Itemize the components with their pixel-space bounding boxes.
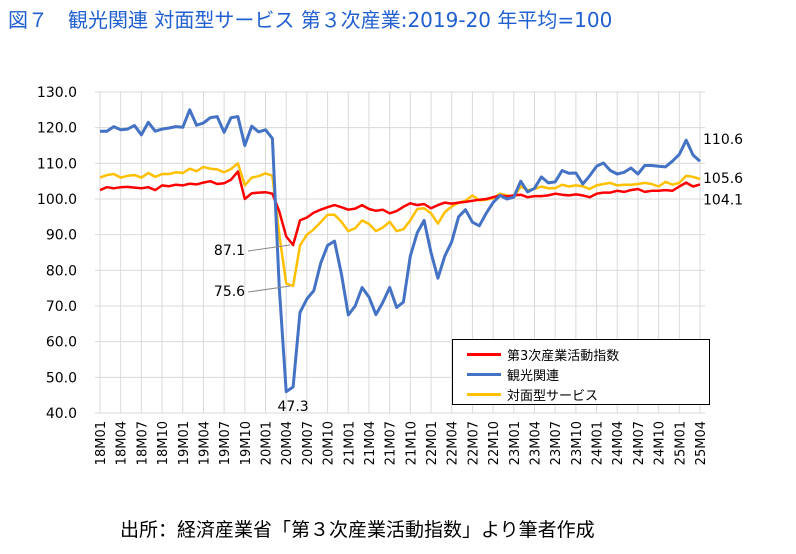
- annotation-callouts: 110.6 105.6 104.1 87.1 75.6 47.3: [214, 132, 743, 415]
- y-tick-label: 80.0: [46, 263, 77, 279]
- y-tick-label: 70.0: [46, 299, 77, 315]
- x-tick-label: 24M04: [611, 421, 626, 465]
- data-label: 110.6: [703, 132, 743, 148]
- x-tick-label: 19M01: [177, 421, 192, 465]
- x-tick-label: 19M04: [197, 421, 212, 465]
- x-tick-label: 23M07: [549, 421, 564, 465]
- y-tick-label: 110.0: [37, 156, 77, 172]
- leader-line: [248, 244, 291, 252]
- x-tick-label: 21M07: [384, 421, 399, 465]
- x-tick-label: 20M10: [322, 421, 337, 465]
- x-tick-label: 24M10: [653, 421, 668, 465]
- x-tick-label: 18M04: [115, 421, 130, 465]
- x-tick-label: 18M01: [94, 421, 109, 465]
- x-tick-label: 25M04: [694, 421, 709, 465]
- series-line-2: [99, 162, 701, 288]
- y-tick-label: 50.0: [46, 370, 77, 386]
- y-tick-label: 100.0: [37, 192, 77, 208]
- x-tick-label: 23M01: [508, 421, 523, 465]
- x-tick-label: 23M10: [570, 421, 585, 465]
- legend-swatch-tourism: [467, 373, 501, 376]
- x-tick-label: 21M01: [342, 421, 357, 465]
- y-axis-labels: 40.0 50.0 60.0 70.0 80.0 90.0 100.0 110.0 120.0 1…: [37, 85, 77, 422]
- x-tick-label: 18M07: [135, 421, 150, 465]
- x-tick-label: 23M04: [528, 421, 543, 465]
- x-tick-label: 22M04: [446, 421, 461, 465]
- data-label: 47.3: [278, 399, 309, 415]
- y-tick-label: 90.0: [46, 228, 77, 244]
- legend-label-tourism: 観光関連: [507, 369, 560, 384]
- x-tick-label: 20M01: [260, 421, 275, 465]
- x-tick-label: 21M04: [363, 421, 378, 465]
- y-tick-label: 60.0: [46, 335, 77, 351]
- legend-label-face-to-face: 対面型サービス: [507, 389, 599, 404]
- x-axis-labels: 18M01 18M04 18M07 18M10 19M01 19M04 19M07 19M10…: [94, 421, 709, 465]
- x-tick-label: 22M07: [466, 421, 481, 465]
- legend-swatch-face-to-face: [467, 393, 501, 396]
- data-label: 87.1: [214, 243, 245, 259]
- x-tick-label: 24M07: [632, 421, 647, 465]
- data-label: 75.6: [214, 284, 245, 300]
- series-line-1: [100, 108, 701, 394]
- series-lines: [99, 108, 701, 394]
- x-tick-label: 24M01: [591, 421, 606, 465]
- legend-item-tourism: 観光関連: [453, 364, 709, 384]
- x-tick-label: 25M01: [673, 421, 688, 465]
- x-tick-label: 21M10: [404, 421, 419, 465]
- x-tick-label: 22M01: [425, 421, 440, 465]
- chart-title: 図７ 観光関連 対面型サービス 第３次産業:2019-20 年平均=100: [8, 8, 613, 32]
- legend-item-tertiary: 第3次産業活動指数: [453, 344, 709, 364]
- data-label: 104.1: [703, 192, 743, 208]
- legend-swatch-tertiary: [467, 353, 501, 356]
- series-line-0: [99, 170, 701, 247]
- y-tick-label: 130.0: [37, 85, 77, 101]
- x-tick-label: 19M10: [239, 421, 254, 465]
- y-tick-label: 40.0: [46, 406, 77, 422]
- leader-line: [248, 285, 291, 293]
- x-tick-label: 18M10: [156, 421, 171, 465]
- source-note: 出所：経済産業省「第３次産業活動指数」より筆者作成: [120, 519, 595, 541]
- legend-item-face-to-face: 対面型サービス: [453, 384, 709, 404]
- x-tick-label: 19M07: [218, 421, 233, 465]
- legend-label-tertiary: 第3次産業活動指数: [507, 349, 620, 364]
- x-tick-label: 20M07: [301, 421, 316, 465]
- y-tick-label: 120.0: [37, 121, 77, 137]
- x-tick-label: 22M10: [487, 421, 502, 465]
- legend: 第3次産業活動指数 観光関連 対面型サービス: [452, 339, 710, 405]
- data-label: 105.6: [703, 171, 743, 187]
- x-tick-label: 20M04: [280, 421, 295, 465]
